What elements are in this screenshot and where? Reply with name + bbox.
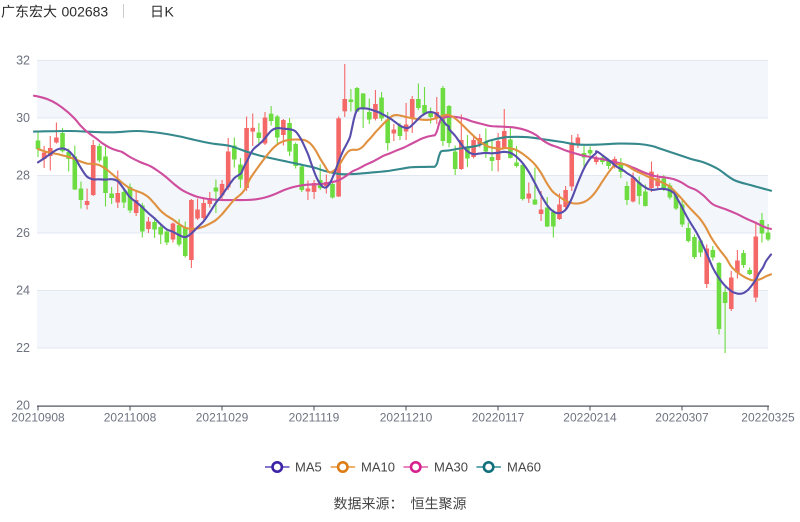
svg-text:20220214: 20220214 — [563, 411, 617, 425]
svg-text:20: 20 — [16, 399, 30, 413]
svg-text:32: 32 — [16, 54, 30, 68]
svg-text:20220325: 20220325 — [741, 411, 795, 425]
svg-text:20220307: 20220307 — [655, 411, 709, 425]
svg-text:20211119: 20211119 — [289, 411, 340, 425]
svg-text:MA10: MA10 — [361, 460, 395, 475]
svg-text:20211210: 20211210 — [380, 411, 433, 425]
svg-text:20211029: 20211029 — [196, 411, 249, 425]
svg-text:30: 30 — [16, 111, 30, 125]
svg-text:MA60: MA60 — [507, 460, 541, 475]
svg-text:22: 22 — [16, 341, 30, 355]
svg-text:20210908: 20210908 — [11, 411, 65, 425]
svg-text:002683: 002683 — [62, 4, 109, 20]
svg-text:24: 24 — [16, 284, 30, 298]
svg-text:MA5: MA5 — [295, 460, 322, 475]
svg-text:26: 26 — [16, 226, 30, 240]
svg-text:20211008: 20211008 — [104, 411, 157, 425]
svg-text:20220117: 20220117 — [472, 411, 525, 425]
svg-text:28: 28 — [16, 169, 30, 183]
svg-text:K: K — [165, 4, 175, 20]
svg-text:MA30: MA30 — [434, 460, 468, 475]
